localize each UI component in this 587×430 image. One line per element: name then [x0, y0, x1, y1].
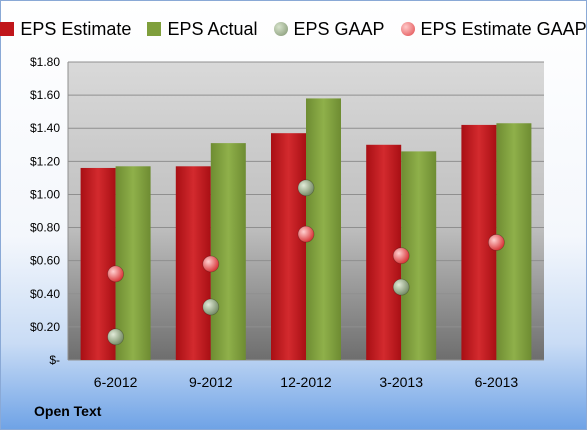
y-tick-label: $0.40 — [30, 287, 60, 301]
x-tick-label: 3-2013 — [379, 374, 423, 390]
legend-swatch-eps-estimate — [0, 22, 15, 36]
marker-eps-estimate-gaap — [297, 225, 315, 243]
legend-swatch-eps-actual — [147, 22, 162, 36]
x-tick-label: 6-2012 — [94, 374, 138, 390]
marker-eps-gaap — [297, 179, 315, 197]
y-tick-label: $1.60 — [30, 88, 60, 102]
y-tick-label: $0.80 — [30, 221, 60, 235]
y-tick-label: $0.60 — [30, 254, 60, 268]
bar-eps-actual — [210, 143, 246, 360]
legend-swatch-eps-gaap — [273, 22, 288, 36]
legend-item-eps-estimate-gaap: EPS Estimate GAAP — [400, 18, 587, 40]
marker-eps-gaap — [202, 298, 220, 316]
company-name: Open Text — [34, 403, 102, 419]
marker-eps-estimate-gaap — [202, 255, 220, 273]
markers — [107, 179, 505, 346]
y-tick-label: $1.20 — [30, 154, 60, 168]
legend-label-eps-gaap: EPS GAAP — [293, 18, 385, 39]
legend-item-eps-actual: EPS Actual — [147, 18, 258, 40]
x-tick-label: 12-2012 — [280, 374, 332, 390]
y-tick-label: $1.40 — [30, 121, 60, 135]
bar-eps-actual — [115, 166, 151, 360]
legend-label-eps-estimate: EPS Estimate — [20, 18, 132, 39]
bars — [80, 98, 532, 361]
x-tick-label: 6-2013 — [475, 374, 519, 390]
y-tick-label: $1.80 — [30, 55, 60, 69]
legend-label-eps-actual: EPS Actual — [167, 18, 258, 39]
legend: EPS Estimate EPS Actual EPS GAAP EPS Est… — [0, 15, 587, 43]
marker-eps-gaap — [392, 278, 410, 296]
legend-item-eps-estimate: EPS Estimate — [0, 19, 131, 40]
y-axis-labels: $- $0.20 $0.40 $0.60 $0.80 $1.00 $1.20 $1.40 $1.… — [30, 55, 60, 367]
bar-eps-estimate — [271, 133, 306, 360]
legend-label-eps-estimate-gaap: EPS Estimate GAAP — [420, 18, 587, 39]
y-tick-label: $1.00 — [30, 187, 60, 201]
x-axis-labels: 6-2012 9-2012 12-2012 3-2013 6-2013 — [94, 374, 519, 390]
marker-eps-estimate-gaap — [392, 247, 410, 265]
bar-eps-estimate — [80, 167, 116, 360]
y-tick-label: $0.20 — [30, 320, 60, 334]
marker-eps-gaap — [107, 328, 124, 346]
legend-swatch-eps-estimate-gaap — [400, 22, 415, 36]
y-tick-label: $- — [49, 353, 60, 367]
marker-eps-estimate-gaap — [487, 234, 505, 251]
x-tick-label: 9-2012 — [189, 374, 233, 390]
marker-eps-estimate-gaap — [107, 265, 124, 283]
legend-item-eps-gaap: EPS GAAP — [273, 18, 385, 40]
